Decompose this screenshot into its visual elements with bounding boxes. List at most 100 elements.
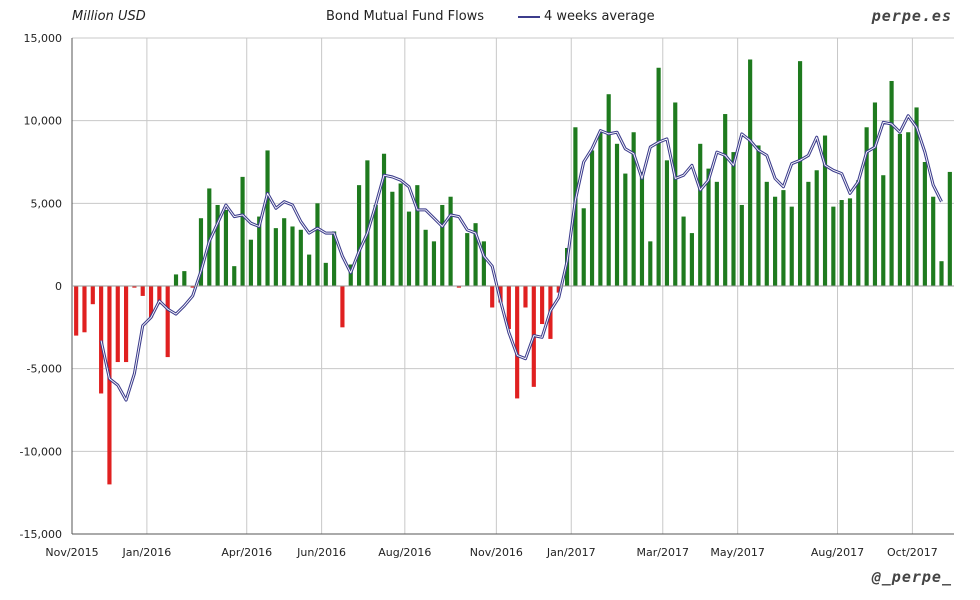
flow-bar xyxy=(806,181,811,286)
y-unit-label: Million USD xyxy=(72,9,146,24)
x-tick-label: Jan/2016 xyxy=(122,546,172,559)
flow-bar xyxy=(348,264,353,286)
flow-bar xyxy=(340,286,345,328)
flow-bar xyxy=(132,286,137,288)
flow-bar xyxy=(115,286,120,363)
flow-bar xyxy=(398,183,403,286)
flow-bar xyxy=(947,171,952,286)
flow-bar xyxy=(465,233,470,286)
average-line-inner xyxy=(100,115,942,401)
flow-bar xyxy=(914,107,919,286)
flow-bar xyxy=(598,132,603,286)
y-tick-label: -10,000 xyxy=(20,445,62,458)
flow-bar xyxy=(506,286,511,329)
flow-bar xyxy=(781,190,786,286)
flow-bar xyxy=(198,218,204,286)
flow-bar xyxy=(290,226,295,286)
x-tick-label: Nov/2015 xyxy=(45,546,98,559)
x-tick-label: May/2017 xyxy=(710,546,764,559)
y-tick-label: 5,000 xyxy=(31,197,63,210)
flow-bar xyxy=(165,286,170,358)
flow-bar xyxy=(332,231,337,286)
flow-bar xyxy=(82,286,87,333)
flow-bar xyxy=(606,94,611,286)
flow-bar xyxy=(381,153,387,286)
flow-bar xyxy=(232,266,237,286)
y-tick-label: 15,000 xyxy=(24,32,63,45)
flow-bar xyxy=(498,286,503,303)
flow-bar xyxy=(673,102,678,286)
flow-bar xyxy=(581,208,586,286)
x-tick-label: Jan/2017 xyxy=(546,546,596,559)
legend: 4 weeks average xyxy=(518,9,655,24)
flow-bar xyxy=(148,286,154,318)
flow-bar xyxy=(922,162,927,286)
y-tick-label: 0 xyxy=(55,280,62,293)
flow-bar xyxy=(847,198,853,286)
flow-bar xyxy=(822,135,828,286)
flow-bar xyxy=(698,143,703,286)
axes xyxy=(71,38,954,535)
flow-bar xyxy=(748,59,753,286)
flow-bar xyxy=(864,127,869,286)
flow-bar xyxy=(365,160,370,286)
flow-bar xyxy=(656,67,661,286)
flow-bar xyxy=(556,286,561,293)
flow-bar xyxy=(406,211,412,286)
flow-bar xyxy=(723,114,728,286)
flow-bar xyxy=(872,102,878,286)
bars xyxy=(74,59,952,485)
flow-bar xyxy=(540,286,545,325)
x-tick-label: Nov/2016 xyxy=(470,546,523,559)
flow-bar xyxy=(140,286,145,296)
flow-bar xyxy=(515,286,520,399)
legend-line-swatch xyxy=(518,15,540,18)
flow-bar xyxy=(481,241,486,286)
flow-bar xyxy=(323,262,328,286)
flow-bar xyxy=(257,216,262,286)
flow-bar xyxy=(714,181,719,286)
flow-bar xyxy=(731,152,736,286)
flow-bar xyxy=(248,239,253,286)
flow-bar xyxy=(897,133,902,286)
flow-bar xyxy=(273,228,278,286)
flow-bar xyxy=(240,176,245,286)
flow-bar xyxy=(90,286,95,305)
flow-bar xyxy=(456,286,461,288)
flow-bar xyxy=(664,160,670,286)
flow-bar xyxy=(282,218,287,286)
x-tick-label: Mar/2017 xyxy=(637,546,689,559)
flow-bar xyxy=(814,170,819,286)
x-tick-label: Oct/2017 xyxy=(887,546,938,559)
flow-bar xyxy=(190,286,195,288)
flow-bar xyxy=(773,196,778,286)
flow-bar xyxy=(614,143,620,286)
flow-bar xyxy=(415,185,420,286)
brand-label: perpe.es xyxy=(871,7,952,25)
flow-bar xyxy=(99,286,104,394)
flow-bar xyxy=(223,209,229,286)
flow-bar xyxy=(831,206,836,286)
flow-bar xyxy=(797,61,803,286)
y-tick-label: -5,000 xyxy=(27,363,62,376)
y-tick-label: -15,000 xyxy=(20,528,62,541)
flow-bar xyxy=(881,175,886,286)
x-tick-label: Apr/2016 xyxy=(221,546,272,559)
flow-bar xyxy=(931,196,936,286)
flow-bar xyxy=(939,261,944,286)
legend-label: 4 weeks average xyxy=(544,9,655,24)
flow-bar xyxy=(631,132,636,286)
flow-bar xyxy=(739,204,744,286)
flow-bar xyxy=(473,223,478,286)
flow-bar xyxy=(856,180,861,286)
average-line xyxy=(99,114,943,402)
chart-title: Bond Mutual Fund Flows xyxy=(326,9,485,24)
x-tick-label: Jun/2016 xyxy=(296,546,346,559)
flow-bar xyxy=(623,173,628,286)
flow-bar xyxy=(215,204,220,286)
author-handle: @_perpe_ xyxy=(871,568,952,586)
flow-bar xyxy=(448,196,453,286)
flow-bar xyxy=(182,271,187,286)
flow-bar xyxy=(648,241,653,286)
